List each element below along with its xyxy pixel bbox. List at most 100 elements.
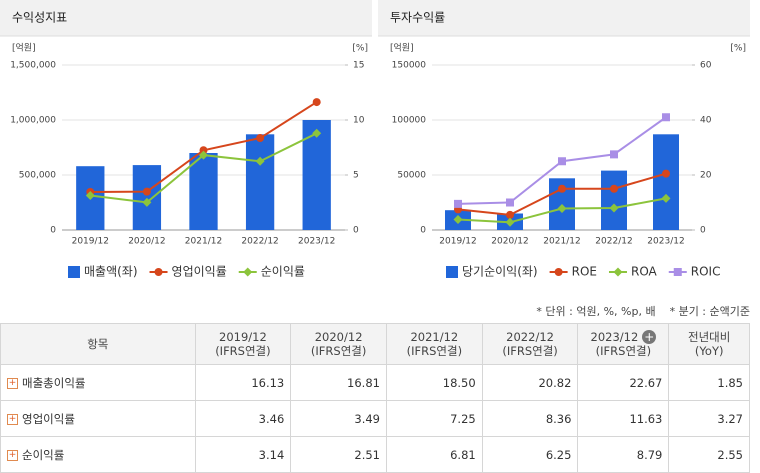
y-tick-label: 1,000,000 — [10, 116, 56, 126]
cell-value: 2.55 — [717, 447, 743, 462]
legend-swatch — [446, 266, 458, 278]
marker — [610, 150, 618, 159]
marker — [255, 156, 265, 166]
value-cell: 16.13 — [194, 364, 292, 401]
marker — [673, 268, 682, 276]
legend-label: ROIC — [691, 265, 721, 279]
legend-label: 당기순이익(좌) — [462, 265, 538, 279]
value-cell: 3.14 — [194, 436, 292, 473]
cell-value: 2.51 — [354, 447, 380, 462]
value-cell: 2.51 — [290, 436, 387, 473]
marker — [662, 113, 670, 122]
x-tick-label: 2023/12 — [298, 237, 335, 247]
header-sub: (IFRS연결) — [406, 344, 463, 358]
cell-value: 8.36 — [545, 411, 572, 426]
header-label: 전년대비 — [688, 330, 731, 344]
y-unit: [억원] — [12, 42, 36, 54]
header-label: 2021/12 — [410, 330, 459, 344]
marker — [142, 187, 151, 196]
add-button[interactable]: + — [642, 330, 657, 344]
cell-value: 6.81 — [450, 447, 476, 462]
y-tick-label: 0 — [420, 226, 426, 236]
header-label: 2020/12 — [314, 330, 363, 344]
data-table: 항목 2019/12 (IFRS연결) 2020/12 (IFRS연결) 2021/12(… — [0, 323, 750, 473]
y-tick-label: 0 — [50, 226, 56, 236]
cell-value: 3.14 — [258, 447, 285, 462]
value-cell: 6.25 — [481, 436, 579, 473]
marker — [454, 199, 462, 208]
y2-tick-label: 5 — [353, 171, 359, 181]
x-tick-label: 2023/12 — [647, 237, 684, 247]
value-cell: 8.36 — [481, 400, 579, 437]
column-header: 2021/12 (IFRS연결) — [385, 323, 483, 365]
row-label: 순이익률 — [22, 447, 65, 462]
table-row: + 순이익률 3.14 2.51 6.81 6.25 8.79 2.55 — [0, 436, 750, 473]
y2-tick-label: 15 — [353, 61, 364, 71]
value-cell: 6.81 — [385, 436, 483, 473]
value-cell: 18.50 — [385, 364, 483, 401]
y-tick-label: 100000 — [392, 116, 427, 126]
panel-header — [0, 0, 372, 36]
x-tick-label: 2020/12 — [491, 237, 528, 247]
marker — [505, 217, 515, 227]
chart-title: 투자수익률 — [390, 11, 445, 25]
expand-icon[interactable]: + — [7, 413, 18, 425]
table-row: + 영업이익률 3.46 3.49 7.25 8.36 11.63 3.27 — [0, 400, 750, 437]
y2-unit: [%] — [730, 44, 746, 54]
x-tick-label: 2019/12 — [439, 237, 476, 247]
column-header: 2023/12 + (IFRS연결) — [577, 323, 670, 365]
marker — [199, 150, 208, 160]
y-unit: [억원] — [390, 42, 414, 54]
marker — [557, 204, 567, 214]
note: * 분기 : 순액기준 — [669, 305, 750, 318]
marker — [312, 98, 321, 107]
value-cell: 2.55 — [668, 436, 750, 473]
y-tick-label: 150000 — [392, 61, 427, 71]
expand-icon[interactable]: + — [7, 377, 18, 389]
legend-label: ROE — [572, 265, 597, 279]
legend-label: 영업이익률 — [172, 265, 227, 279]
y-tick-label: 50000 — [397, 171, 426, 181]
header-row: 항목 2019/12 (IFRS연결) 2020/12 (IFRS연결) 2021/12(… — [0, 323, 750, 365]
x-tick-label: 2019/12 — [72, 237, 109, 247]
marker — [312, 128, 322, 138]
marker — [610, 184, 618, 193]
cell-value: 7.25 — [450, 411, 476, 426]
cell-value: 3.27 — [717, 411, 743, 426]
header-label: 2023/12 + — [590, 330, 657, 344]
marker — [506, 210, 514, 219]
header-sub: (YoY) — [694, 344, 724, 358]
cell-value: 8.79 — [636, 447, 663, 462]
x-tick-label: 2022/12 — [241, 237, 278, 247]
row-label-cell: + 매출총이익률 — [0, 364, 196, 401]
row-label: 매출총이익률 — [22, 375, 86, 390]
marker — [613, 267, 623, 277]
marker — [662, 169, 670, 178]
cell-value: 18.50 — [442, 375, 476, 390]
marker — [256, 134, 265, 143]
header-sub: (IFRS연결) — [595, 344, 652, 358]
cell-value: 6.25 — [545, 447, 572, 462]
legend-label: ROA — [631, 265, 658, 279]
cell-value: 1.85 — [717, 375, 743, 390]
value-cell: 1.85 — [668, 364, 750, 401]
bar — [601, 170, 627, 230]
marker — [609, 203, 619, 213]
expand-icon[interactable]: + — [7, 449, 18, 461]
header-label: 항목 — [87, 337, 109, 351]
value-cell: 16.81 — [290, 364, 387, 401]
header-label: 2019/12 — [219, 330, 267, 344]
marker — [199, 146, 208, 155]
legend-swatch — [68, 266, 80, 278]
marker — [554, 268, 563, 276]
bar — [132, 165, 162, 230]
charts: 수익성지표 [억원] [%] 0 500,000 1,000,000 1,500,000 0 5… — [0, 0, 750, 279]
marker — [154, 268, 163, 276]
header-sub: (IFRS연결) — [502, 344, 558, 358]
table-body: + 매출총이익률 16.13 16.81 18.50 20.82 22.67 1.85 + 영업이… — [0, 364, 750, 473]
column-header: 2022/12 (IFRS연결) — [481, 323, 579, 365]
value-cell: 11.63 — [577, 400, 670, 437]
y2-tick-label: 40 — [700, 116, 712, 126]
y2-tick-label: 20 — [700, 171, 712, 181]
y2-tick-label: 0 — [700, 226, 706, 236]
